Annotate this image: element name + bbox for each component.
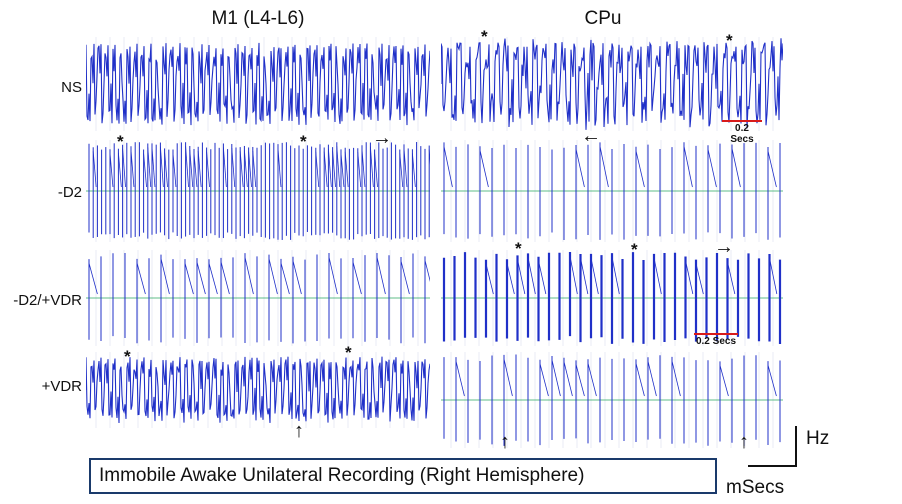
scale-bar-line — [722, 120, 762, 122]
asterisk-marker: * — [515, 239, 522, 258]
column-title-cpu: CPu — [584, 8, 622, 29]
axis-label-hz: Hz — [806, 428, 830, 449]
up-arrow-icon: ↑ — [294, 420, 304, 442]
left-arrow-icon: ← — [581, 125, 601, 147]
trace-panel-cpu-d2 — [441, 140, 783, 242]
trace-panel-cpu-ns — [441, 37, 783, 131]
trace-panel-cpu-vdr — [441, 352, 783, 448]
asterisk-marker: * — [300, 132, 307, 151]
trace-panel-m1-d2 — [86, 140, 430, 242]
scale-bar-line — [694, 333, 738, 335]
scale-bar: 0.2 Secs — [694, 333, 738, 347]
scale-bar-label: 0.2 Secs — [730, 123, 754, 145]
calibration-axes — [748, 426, 797, 467]
row-label-d2: -D2 — [57, 184, 82, 201]
asterisk-marker: * — [117, 132, 124, 151]
column-title-m1: M1 (L4-L6) — [211, 8, 305, 29]
trace-panel-m1-vdr — [86, 352, 430, 428]
asterisk-marker: * — [631, 240, 638, 259]
right-arrow-icon: → — [714, 236, 734, 258]
up-arrow-icon: ↑ — [739, 431, 749, 453]
row-label-ns: NS — [61, 79, 82, 96]
scale-bar-label: 0.2 Secs — [695, 336, 737, 347]
asterisk-marker: * — [345, 343, 352, 362]
up-arrow-icon: ↑ — [500, 431, 510, 453]
scale-bar: 0.2 Secs — [722, 120, 762, 145]
row-label-vdr: +VDR — [41, 378, 82, 395]
recording-caption: Immobile Awake Unilateral Recording (Rig… — [89, 458, 717, 494]
asterisk-marker: * — [481, 27, 488, 46]
row-label-d2-vdr: -D2/+VDR — [13, 292, 82, 309]
asterisk-marker: * — [124, 347, 131, 366]
axis-label-msecs: mSecs — [726, 477, 785, 498]
trace-panel-m1-d2-vdr — [86, 250, 430, 346]
asterisk-marker: * — [726, 31, 733, 50]
trace-panel-m1-ns — [86, 37, 430, 131]
right-arrow-icon: → — [372, 127, 392, 149]
trace-panel-cpu-d2-vdr — [441, 250, 783, 346]
